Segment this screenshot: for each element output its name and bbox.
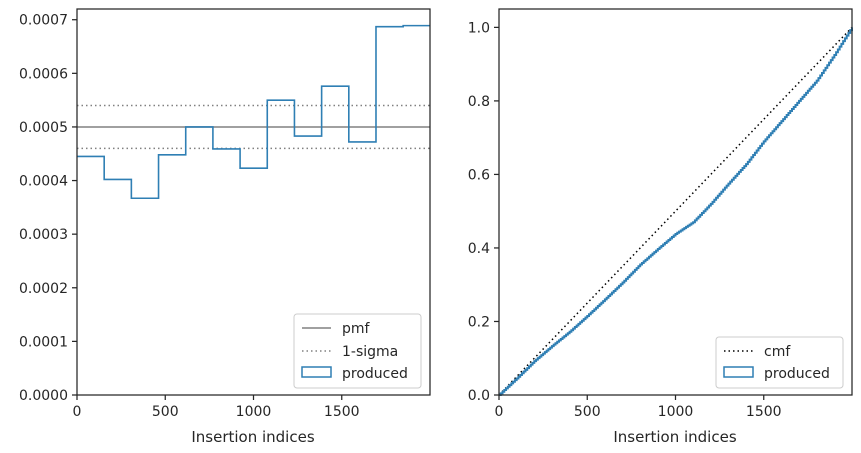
- left-x-tick-label: 1500: [324, 404, 360, 420]
- left-legend-box: [293, 313, 422, 389]
- left-y-tick-label: 0.0001: [19, 334, 68, 350]
- legend-produced-swatch: [301, 366, 332, 378]
- right-legend-box: [715, 336, 844, 389]
- right-x-tick-label: 1500: [746, 404, 782, 420]
- legend-pmf-label: pmf: [342, 321, 371, 337]
- left-y-tick-label: 0.0003: [19, 227, 68, 243]
- cmf-cumulative-chart: 0 500 1000 1500 0.0 0.2 0.4 0.6 0.8 1.0 Insertio…: [468, 8, 853, 446]
- legend-sigma-label: 1-sigma: [342, 344, 398, 360]
- left-x-tick-label: 0: [73, 404, 82, 420]
- left-y-tick-label: 0.0002: [19, 281, 68, 297]
- legend-produced-label: produced: [342, 366, 408, 382]
- left-y-tick-label: 0.0006: [19, 66, 68, 82]
- right-y-ticks: 0.0 0.2 0.4 0.6 0.8 1.0: [468, 20, 499, 404]
- left-y-tick-label: 0.0007: [19, 13, 68, 29]
- left-x-axis-label: Insertion indices: [191, 428, 314, 446]
- left-plot-area: [77, 24, 430, 200]
- left-x-ticks: 0 500 1000 1500: [73, 395, 360, 420]
- right-y-tick-label: 1.0: [468, 20, 490, 36]
- right-x-tick-label: 500: [574, 404, 601, 420]
- legend-cmf-label: cmf: [764, 344, 791, 360]
- left-y-tick-label: 0.0004: [19, 174, 68, 190]
- right-x-axis-label: Insertion indices: [613, 428, 736, 446]
- right-legend: cmf produced: [715, 336, 844, 389]
- left-legend: pmf 1-sigma produced: [293, 313, 422, 389]
- left-y-ticks: 0.0000 0.0001 0.0002 0.0003 0.0004 0.0005 0.00…: [19, 13, 77, 404]
- produced-histogram-step: [77, 24, 430, 200]
- right-x-tick-label: 0: [495, 404, 504, 420]
- right-x-ticks: 0 500 1000 1500: [495, 395, 782, 420]
- right-plot-area: [498, 26, 853, 396]
- left-y-tick-label: 0.0000: [19, 388, 68, 404]
- produced-cumulative-step: [499, 27, 853, 396]
- right-x-tick-label: 1000: [658, 404, 694, 420]
- left-x-tick-label: 500: [152, 404, 179, 420]
- left-y-tick-label: 0.0005: [19, 120, 68, 136]
- pmf-histogram-chart: 0 500 1000 1500 0.00000.00010.00020.00030.0…: [19, 8, 431, 446]
- right-y-tick-label: 0.2: [468, 314, 490, 330]
- right-y-tick-label: 0.0: [468, 388, 490, 404]
- legend-produced-label-right: produced: [764, 366, 830, 382]
- legend-produced-swatch-right: [723, 366, 754, 378]
- right-y-tick-label: 0.6: [468, 167, 490, 183]
- right-y-tick-label: 0.4: [468, 241, 490, 257]
- right-y-tick-label: 0.8: [468, 94, 490, 110]
- left-x-tick-label: 1000: [236, 404, 272, 420]
